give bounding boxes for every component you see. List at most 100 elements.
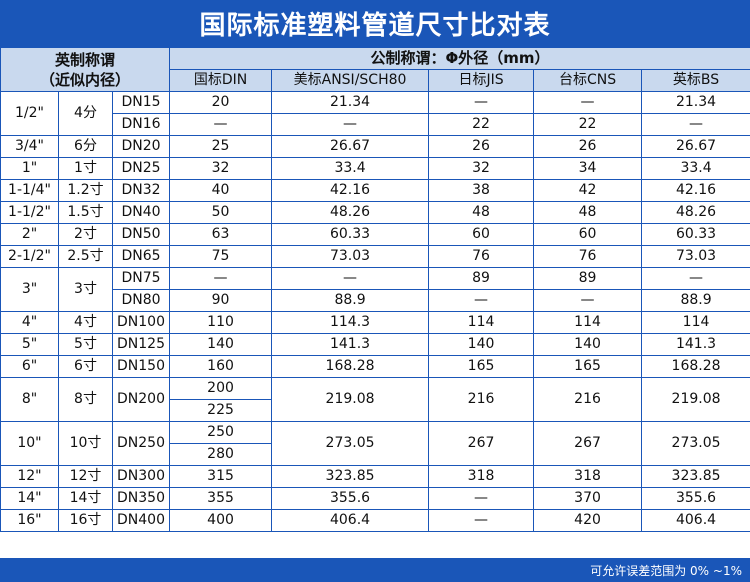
cun-size-cell: 4分 — [58, 91, 113, 136]
inch-size-cell: 1-1/2" — [0, 201, 59, 224]
cun-size-cell: 5寸 — [58, 333, 113, 356]
inch-size-cell: 16" — [0, 509, 59, 532]
inch-size-cell: 3/4" — [0, 135, 59, 158]
bs-cell: 219.08 — [641, 377, 750, 422]
din-cell: 140 — [169, 333, 273, 356]
table-row: 5" 5寸 DN125 140 141.3 140 140 141.3 — [0, 333, 750, 356]
cun-size-cell: 4寸 — [58, 311, 113, 334]
cun-size-cell: 2.5寸 — [58, 245, 113, 268]
jis-cell: — — [428, 487, 535, 510]
tolerance-note: 可允许误差范围为 0% ~1% — [0, 558, 750, 582]
bs-cell: 141.3 — [641, 333, 750, 356]
dn-cell: DN32 — [111, 179, 171, 202]
table-row: 1-1/4" 1.2寸 DN32 40 42.16 38 42 42.16 — [0, 179, 750, 202]
bs-cell: 48.26 — [641, 201, 750, 224]
din-cell: — — [169, 113, 273, 136]
din-cell: 63 — [169, 223, 273, 246]
ansi-cell: — — [271, 267, 430, 290]
cun-size-cell: 1.5寸 — [58, 201, 113, 224]
inch-size-cell: 1-1/4" — [0, 179, 59, 202]
cun-size-cell: 6寸 — [58, 355, 113, 378]
ansi-cell: 42.16 — [271, 179, 430, 202]
dn-cell: DN100 — [111, 311, 171, 334]
jis-cell: 165 — [428, 355, 535, 378]
bs-cell: 26.67 — [641, 135, 750, 158]
bs-cell: — — [641, 267, 750, 290]
jis-cell: 76 — [428, 245, 535, 268]
din-cell: 32 — [169, 157, 273, 180]
cns-cell: 267 — [533, 421, 643, 466]
bs-cell: 323.85 — [641, 465, 750, 488]
ansi-cell: 48.26 — [271, 201, 430, 224]
dn-cell: DN350 — [111, 487, 171, 510]
jis-cell: 26 — [428, 135, 535, 158]
cns-cell: 60 — [533, 223, 643, 246]
ansi-cell: — — [271, 113, 430, 136]
bs-cell: 60.33 — [641, 223, 750, 246]
din-cell: 75 — [169, 245, 273, 268]
imperial-header-line1: 英制称谓 — [55, 50, 116, 69]
inch-size-cell: 14" — [0, 487, 59, 510]
cns-cell: 89 — [533, 267, 643, 290]
bs-cell: 355.6 — [641, 487, 750, 510]
bs-cell: 88.9 — [641, 289, 750, 312]
inch-size-cell: 4" — [0, 311, 59, 334]
cns-cell: 34 — [533, 157, 643, 180]
cun-size-cell: 1.2寸 — [58, 179, 113, 202]
dn-cell: DN50 — [111, 223, 171, 246]
jis-cell: — — [428, 91, 535, 114]
col-header-cns: 台标CNS — [533, 69, 643, 92]
bs-cell: 42.16 — [641, 179, 750, 202]
col-header-jis: 日标JIS — [428, 69, 535, 92]
dn-cell: DN25 — [111, 157, 171, 180]
cun-size-cell: 6分 — [58, 135, 113, 158]
jis-cell: 267 — [428, 421, 535, 466]
metric-header: 公制称谓：Φ外径（mm） — [169, 47, 750, 70]
din-cell: 250 — [169, 421, 273, 444]
dn-cell: DN40 — [111, 201, 171, 224]
inch-size-cell: 8" — [0, 377, 59, 422]
din-cell: 200 — [169, 377, 273, 400]
cun-size-cell: 2寸 — [58, 223, 113, 246]
table-row: DN16— —22 22— — [1, 113, 750, 136]
jis-cell: 22 — [428, 113, 535, 136]
bs-cell: 21.34 — [641, 91, 750, 114]
table-row: 14" 14寸 DN350 355 355.6—370 355.6 — [0, 487, 750, 510]
ansi-cell: 406.4 — [271, 509, 430, 532]
dn-cell: DN200 — [111, 377, 171, 422]
jis-cell: 140 — [428, 333, 535, 356]
inch-size-cell: 6" — [0, 355, 59, 378]
table-row: 2-1/2" 2.5寸 DN65 75 73.03 76 76 73.03 — [0, 245, 750, 268]
cns-cell: 216 — [533, 377, 643, 422]
dn-cell: DN20 — [111, 135, 171, 158]
ansi-cell: 60.33 — [271, 223, 430, 246]
cns-cell: — — [533, 289, 643, 312]
ansi-cell: 73.03 — [271, 245, 430, 268]
cun-size-cell: 10寸 — [58, 421, 113, 466]
bs-cell: 33.4 — [641, 157, 750, 180]
col-header-bs: 英标BS — [641, 69, 750, 92]
inch-size-cell: 5" — [0, 333, 59, 356]
table-row: 1/2" 4分 DN15 20 21.34— —21.34 — [0, 91, 750, 136]
din-cell: 315 — [169, 465, 273, 488]
table-row: 2" 2寸 DN50 63 60.33 60 60 60.33 — [0, 223, 750, 246]
col-header-din: 国标DIN — [169, 69, 273, 92]
ansi-cell: 26.67 — [271, 135, 430, 158]
jis-cell: 38 — [428, 179, 535, 202]
inch-size-cell: 2-1/2" — [0, 245, 59, 268]
ansi-cell: 273.05 — [271, 421, 430, 466]
din-cell: 225 — [169, 399, 273, 422]
table-row: 1-1/2" 1.5寸 DN40 50 48.26 48 48 48.26 — [0, 201, 750, 224]
dn-cell: DN150 — [111, 355, 171, 378]
dn-cell: DN65 — [111, 245, 171, 268]
dn-cell: DN16 — [111, 113, 171, 136]
jis-cell: — — [428, 289, 535, 312]
ansi-cell: 21.34 — [271, 91, 430, 114]
table-row: 3/4" 6分 DN20 25 26.67 26 26 26.67 — [0, 135, 750, 158]
table-row: 8" 8寸 DN200 200 219.08 216 216 219.08 — [0, 377, 750, 422]
pipe-size-table: 英制称谓 （近似内径） 公制称谓：Φ外径（mm） 国标DIN 美标ANSI/SC… — [0, 47, 750, 532]
cns-cell: 114 — [533, 311, 643, 334]
inch-size-cell: 3" — [0, 267, 59, 312]
din-cell: 90 — [169, 289, 273, 312]
col-header-ansi: 美标ANSI/SCH80 — [271, 69, 430, 92]
